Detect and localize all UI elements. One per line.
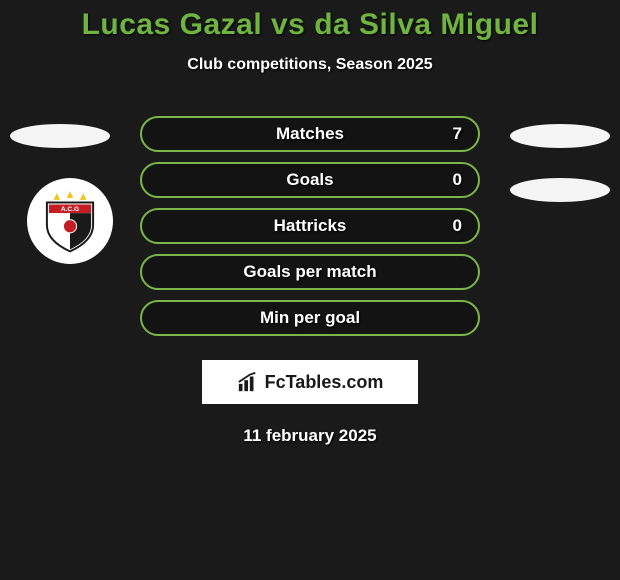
page-subtitle: Club competitions, Season 2025 bbox=[187, 56, 432, 74]
page-title: Lucas Gazal vs da Silva Miguel bbox=[82, 8, 539, 42]
shield-icon: A.C.G bbox=[37, 188, 103, 254]
brand-attribution[interactable]: FcTables.com bbox=[202, 360, 418, 404]
player2-photo-placeholder bbox=[510, 124, 610, 148]
stat-row-hattricks: Hattricks 0 bbox=[140, 208, 480, 244]
date-label: 11 february 2025 bbox=[243, 426, 376, 446]
stat-label: Goals bbox=[286, 170, 333, 190]
brand-name: FcTables.com bbox=[265, 372, 384, 393]
stat-label: Min per goal bbox=[260, 308, 360, 328]
stat-value: 0 bbox=[453, 170, 462, 190]
stat-label: Goals per match bbox=[243, 262, 376, 282]
stat-label: Matches bbox=[276, 124, 344, 144]
stat-row-min-per-goal: Min per goal bbox=[140, 300, 480, 336]
stat-row-goals-per-match: Goals per match bbox=[140, 254, 480, 290]
bar-chart-icon bbox=[237, 371, 259, 393]
stat-value: 0 bbox=[453, 216, 462, 236]
player1-photo-placeholder bbox=[10, 124, 110, 148]
stat-row-goals: Goals 0 bbox=[140, 162, 480, 198]
club-badge-acg: A.C.G bbox=[27, 178, 113, 264]
stat-label: Hattricks bbox=[274, 216, 347, 236]
player2-club-placeholder bbox=[510, 178, 610, 202]
stat-row-matches: Matches 7 bbox=[140, 116, 480, 152]
svg-text:A.C.G: A.C.G bbox=[61, 206, 79, 213]
stat-value: 7 bbox=[453, 124, 462, 144]
